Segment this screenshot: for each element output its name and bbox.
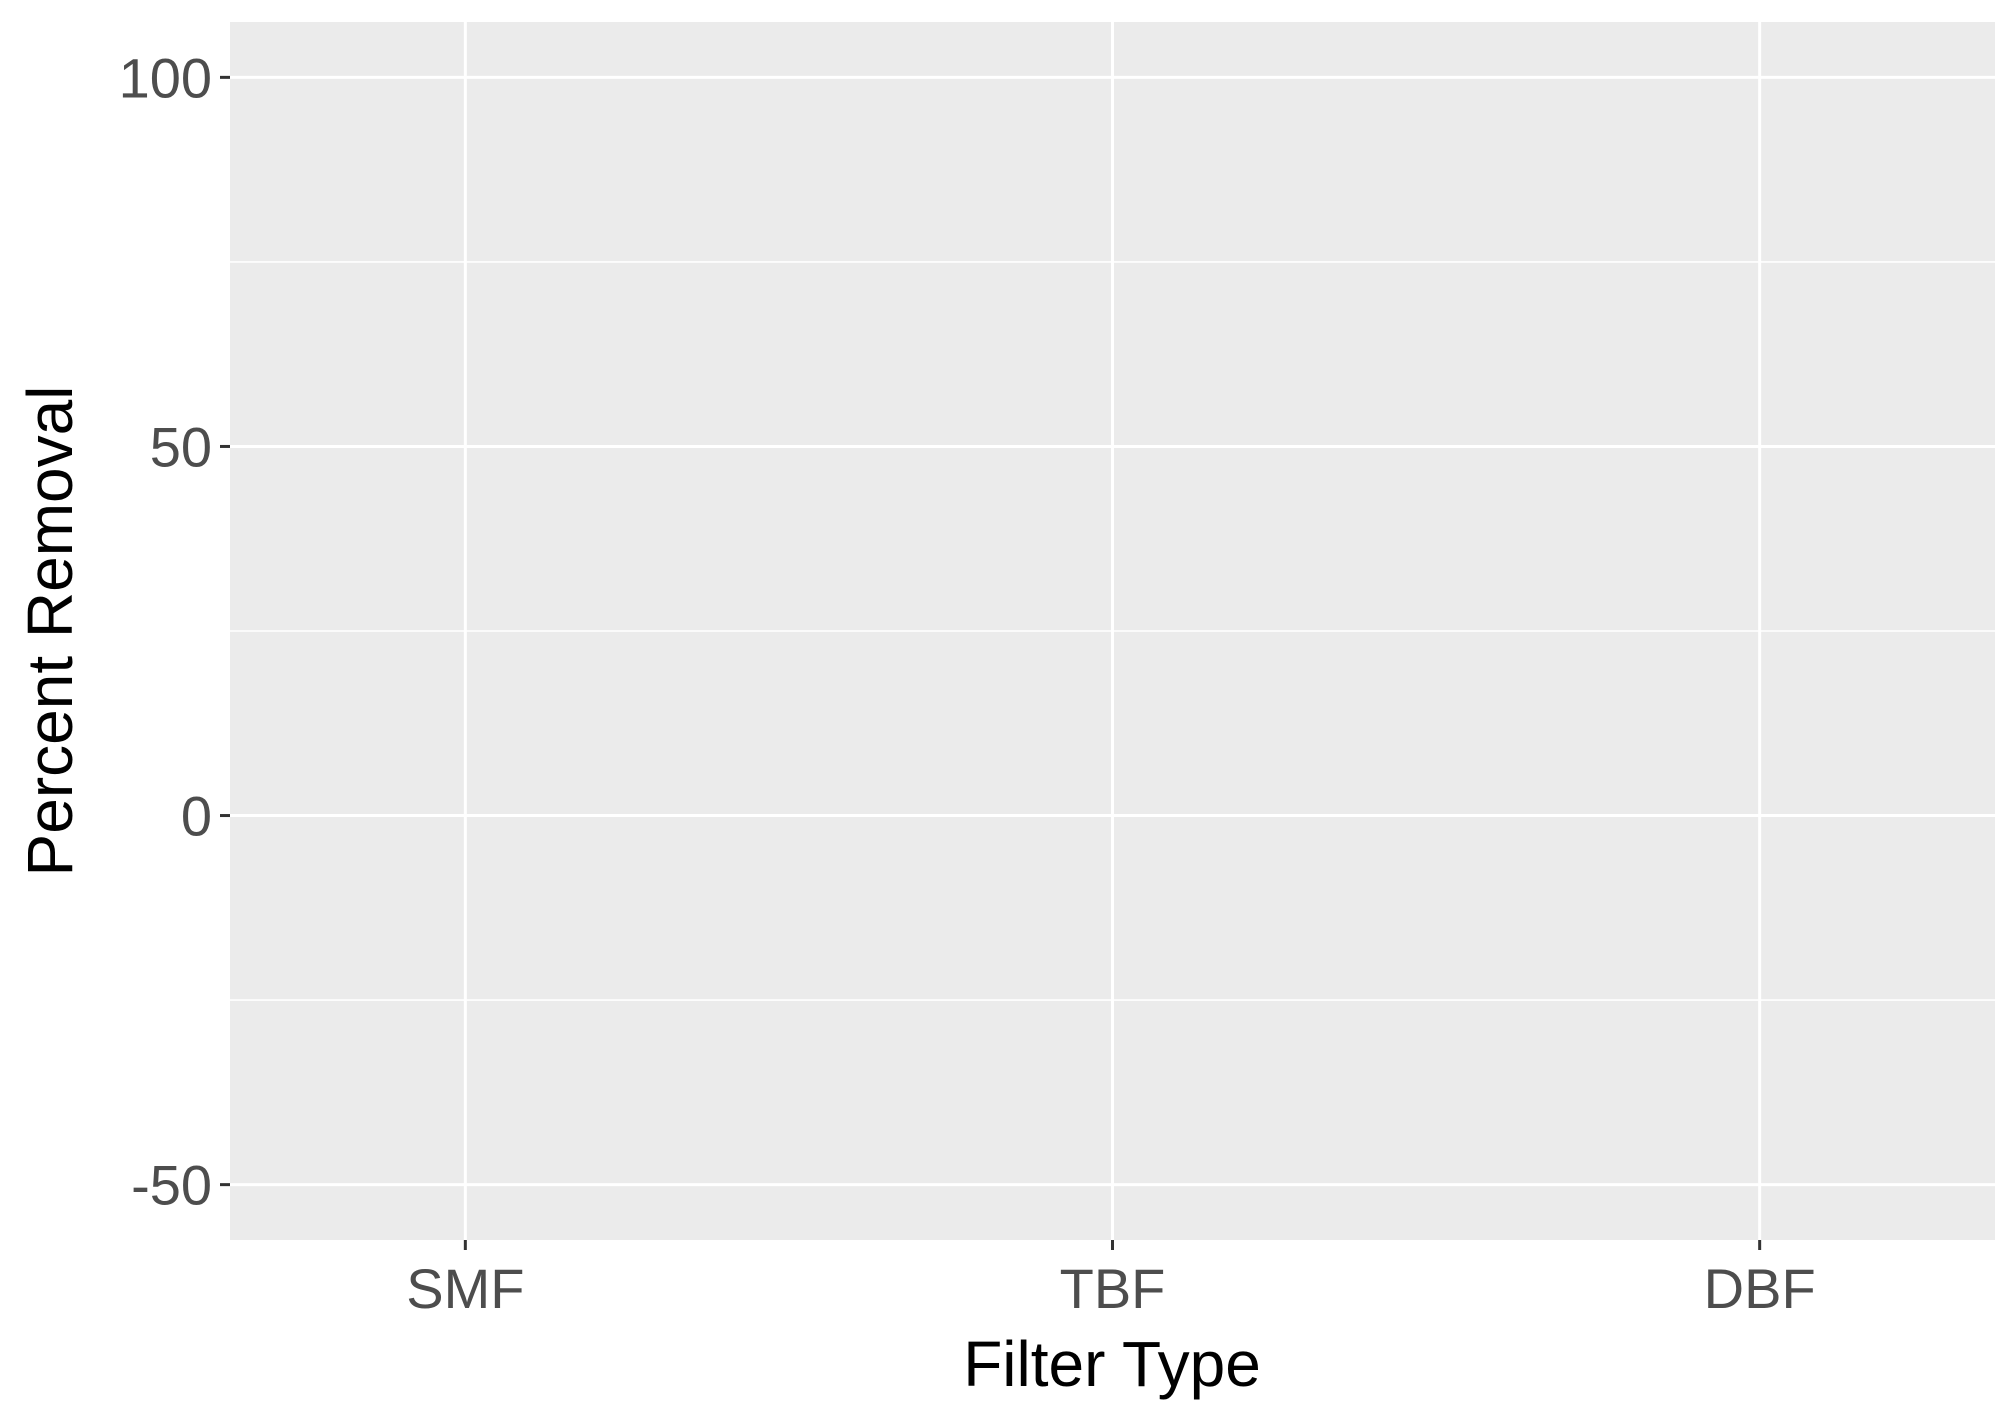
y-axis: -50 0 50 100 <box>119 46 230 1217</box>
y-tick-label: 100 <box>119 46 212 109</box>
x-tick-label: DBF <box>1704 1257 1816 1320</box>
major-gridlines <box>230 22 1995 1240</box>
y-tick-label: 0 <box>181 785 212 848</box>
x-tick-label: TBF <box>1060 1257 1166 1320</box>
y-tick-label: 50 <box>150 415 212 478</box>
x-axis-title: Filter Type <box>963 1328 1261 1400</box>
x-tick-label: SMF <box>406 1257 524 1320</box>
y-tick-label: -50 <box>131 1154 212 1217</box>
x-axis: SMF TBF DBF <box>406 1240 1816 1320</box>
y-axis-title: Percent Removal <box>14 386 86 877</box>
